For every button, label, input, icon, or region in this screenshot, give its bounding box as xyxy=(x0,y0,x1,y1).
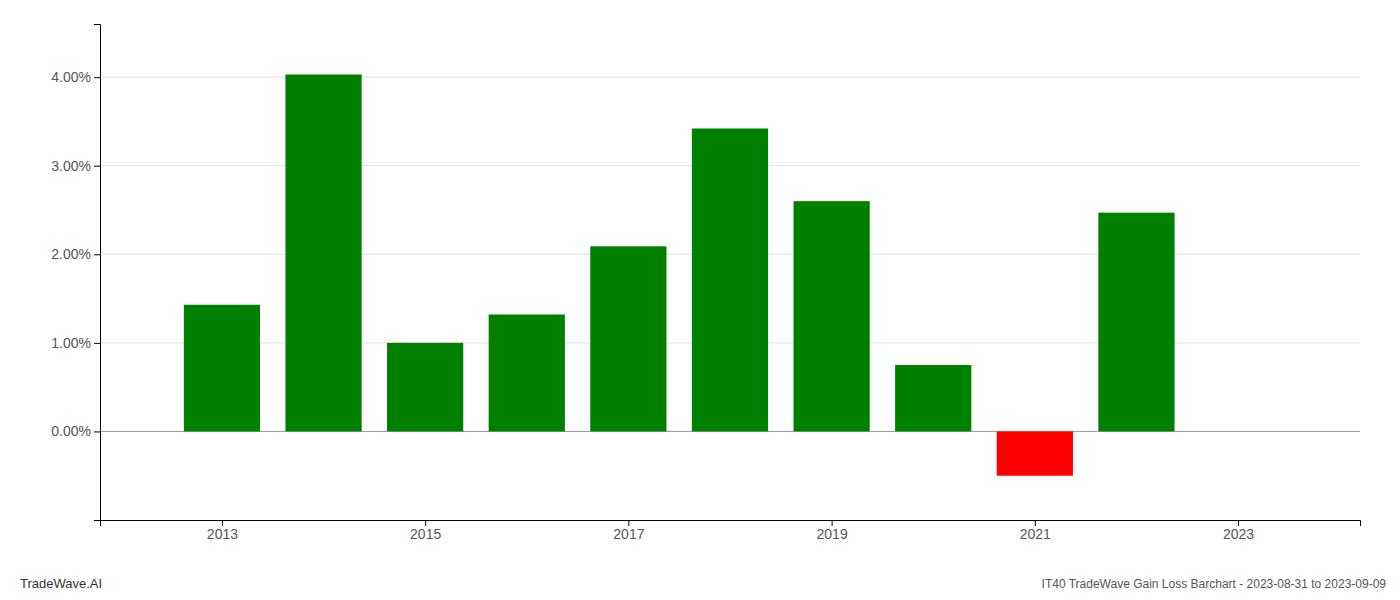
y-tick-mark xyxy=(94,343,100,344)
bar xyxy=(895,365,971,431)
y-tick-label: 0.00% xyxy=(51,423,91,439)
x-axis-line xyxy=(101,521,1361,527)
y-tick: 2.00% xyxy=(51,246,100,262)
bar xyxy=(489,315,565,432)
x-tick-label: 2019 xyxy=(817,526,848,542)
x-tick-label: 2015 xyxy=(410,526,441,542)
y-tick: 3.00% xyxy=(51,158,100,174)
x-axis: 2013 2015 2017 2019 2021 2023 xyxy=(101,520,1361,542)
x-tick-label: 2013 xyxy=(207,526,238,542)
bar xyxy=(794,201,870,431)
x-tick-label: 2021 xyxy=(1020,526,1051,542)
y-tick-mark xyxy=(94,77,100,78)
bars xyxy=(184,74,1175,475)
y-axis: 0.00% 1.00% 2.00% 3.00% 4.00% xyxy=(51,25,100,521)
y-tick-mark xyxy=(94,254,100,255)
x-tick: 2019 xyxy=(817,520,848,542)
x-tick: 2017 xyxy=(613,520,644,542)
x-tick: 2021 xyxy=(1020,520,1051,542)
bar xyxy=(590,246,666,431)
bar xyxy=(184,305,260,432)
footer-right: IT40 TradeWave Gain Loss Barchart - 2023… xyxy=(1042,577,1387,591)
x-tick: 2015 xyxy=(410,520,441,542)
bar xyxy=(997,431,1073,475)
bar xyxy=(692,129,768,432)
x-tick-label: 2017 xyxy=(613,526,644,542)
x-tick: 2013 xyxy=(207,520,238,542)
y-tick-label: 3.00% xyxy=(51,158,91,174)
y-tick-label: 2.00% xyxy=(51,246,91,262)
y-tick-mark xyxy=(94,166,100,167)
y-tick-label: 1.00% xyxy=(51,335,91,351)
y-tick-label: 4.00% xyxy=(51,69,91,85)
y-tick: 0.00% xyxy=(51,423,100,439)
y-axis-line xyxy=(94,25,101,521)
bar xyxy=(387,343,463,432)
bar xyxy=(1098,213,1174,432)
bar xyxy=(285,74,361,431)
y-tick-mark xyxy=(94,431,100,432)
chart-svg: 2013 2015 2017 2019 2021 2023 0.00% 1.00% 2.00% 3… xyxy=(0,0,1400,600)
x-tick: 2023 xyxy=(1223,520,1254,542)
y-tick: 1.00% xyxy=(51,335,100,351)
footer-left: TradeWave.AI xyxy=(20,576,102,591)
x-tick-label: 2023 xyxy=(1223,526,1254,542)
plot-area: 2013 2015 2017 2019 2021 2023 0.00% 1.00% 2.00% 3… xyxy=(51,25,1360,542)
y-tick: 4.00% xyxy=(51,69,100,85)
